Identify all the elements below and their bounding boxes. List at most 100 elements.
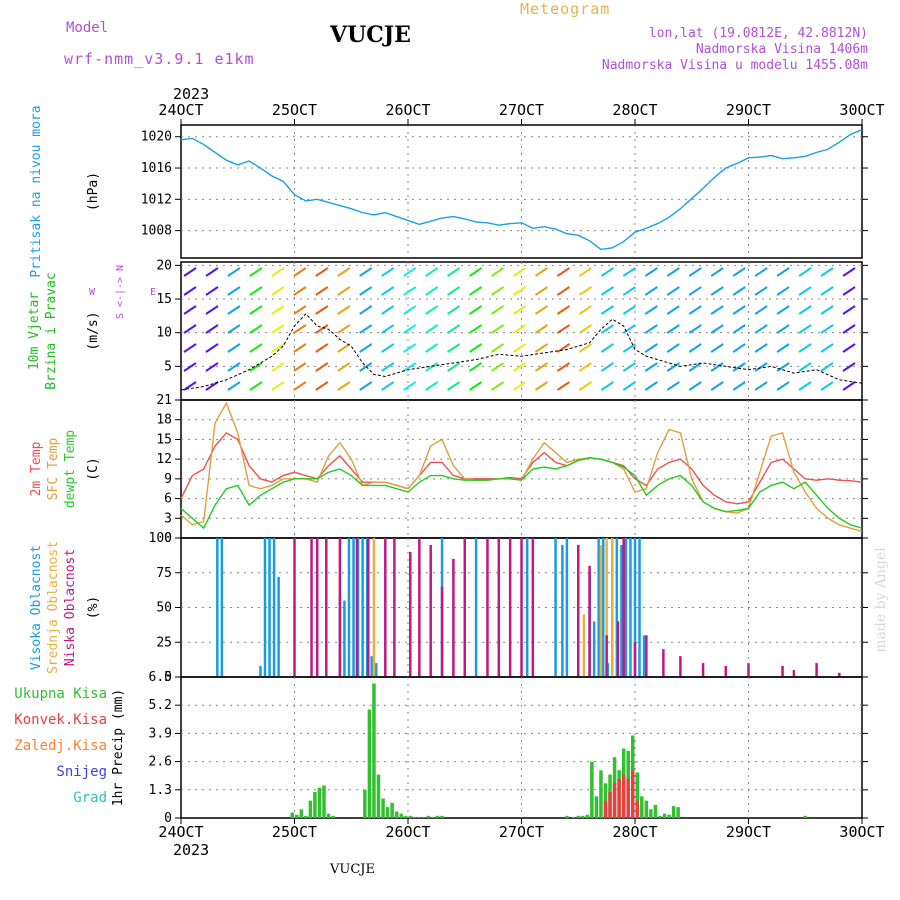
wind-barb	[688, 267, 702, 277]
wind-barb	[754, 381, 768, 391]
model-version: wrf-nmm_v3.9.1 e1km	[64, 50, 255, 68]
wind-barb	[622, 381, 636, 391]
precip-ytick-label: 0	[164, 811, 172, 826]
precip-bar	[581, 815, 585, 818]
wind-barb	[842, 343, 856, 353]
wind-barb	[556, 381, 571, 391]
wind-barb	[227, 381, 241, 391]
wind-barb	[776, 381, 790, 391]
wind-barb	[622, 286, 636, 296]
clouds-bar	[554, 538, 557, 677]
wind-barb	[271, 286, 285, 296]
precip-bar	[326, 813, 331, 818]
wind-barb	[842, 381, 856, 391]
precip-ytick-label: 3.9	[149, 726, 172, 741]
wind-barb	[447, 305, 461, 315]
wind-ylabel: (m/s)	[86, 311, 101, 350]
clouds-bar	[474, 538, 478, 677]
wind-barb	[469, 305, 483, 315]
clouds-bar	[838, 672, 841, 677]
bottom-date-label: 27OCT	[499, 823, 544, 841]
wind-side-label: Brzina i Pravac	[44, 272, 59, 389]
wind-barb	[271, 343, 285, 353]
precip-bar	[322, 785, 326, 818]
wind-barb	[293, 343, 307, 353]
wind-barb	[820, 381, 834, 391]
wind-barb	[381, 286, 395, 296]
wind-barb	[447, 286, 461, 296]
precip-bar	[435, 815, 440, 818]
wind-barb	[447, 381, 461, 391]
wind-barb	[622, 362, 636, 372]
wind-barb	[227, 267, 241, 277]
precip-bar	[662, 813, 667, 818]
wind-barb	[271, 324, 285, 334]
model-label: Model	[66, 20, 109, 36]
wind-barb	[578, 343, 592, 353]
clouds-bar	[452, 558, 455, 677]
wind-ytick-label: 10	[156, 326, 172, 341]
clouds-bar	[679, 656, 682, 677]
precip-bar	[612, 783, 617, 818]
wind-barb	[754, 305, 768, 315]
wind-barb	[600, 362, 614, 372]
wind-barb	[512, 267, 527, 277]
wind-barb	[469, 286, 483, 296]
precip-bar	[594, 796, 599, 818]
wind-barb	[469, 324, 483, 334]
wind-legend-symbol: <-|->	[115, 277, 126, 307]
precip-bar	[381, 798, 385, 818]
precip-bar	[626, 778, 630, 818]
wind-barb	[293, 267, 307, 277]
wind-barb	[425, 324, 439, 334]
wind-barb	[490, 381, 505, 391]
wind-barb	[622, 305, 636, 315]
precip-bar	[599, 770, 603, 818]
wind-barb	[359, 343, 373, 353]
wind-barb	[183, 267, 197, 277]
wind-barb	[249, 343, 263, 353]
wind-barb	[666, 381, 680, 391]
wind-barb	[798, 267, 812, 277]
wind-barb	[337, 324, 351, 334]
wind-barb	[469, 362, 483, 372]
wind-barb	[403, 286, 417, 296]
wind-barb	[776, 267, 790, 277]
temperature-side-label: 2m Temp	[29, 441, 44, 496]
top-date-label: 24OCT	[158, 101, 203, 119]
precip-legend-label: Grad	[73, 790, 107, 806]
wind-barb	[249, 324, 263, 334]
wind-barb	[425, 305, 439, 315]
clouds-bar	[393, 538, 396, 677]
wind-barb	[425, 267, 439, 277]
clouds-panel	[175, 537, 868, 678]
wind-barb	[644, 324, 658, 334]
wind-barb	[512, 362, 527, 372]
wind-barb	[337, 381, 351, 391]
clouds-bar	[611, 538, 614, 677]
precip-bar	[803, 815, 807, 818]
clouds-bar	[352, 538, 355, 677]
precip-bar	[376, 774, 381, 818]
clouds-bar	[724, 665, 728, 677]
wind-barb	[490, 343, 505, 353]
clouds-bar	[372, 538, 376, 677]
wind-barb	[644, 305, 658, 315]
precip-bar	[565, 815, 569, 818]
wind-barb	[732, 381, 746, 391]
wind-barb	[381, 362, 395, 372]
wind-barb	[249, 267, 263, 277]
top-date-label: 29OCT	[726, 101, 771, 119]
pressure-series-0	[180, 129, 863, 251]
bottom-date-label: 30OCT	[839, 823, 884, 841]
wind-barb	[337, 343, 351, 353]
wind-barb	[447, 324, 461, 334]
precip-bar	[290, 812, 294, 818]
wind-barb	[249, 286, 263, 296]
precip-bar	[649, 809, 653, 818]
wind-barb	[293, 286, 307, 296]
wind-barb	[293, 305, 307, 315]
wind-barb	[337, 267, 351, 277]
wind-barb	[688, 286, 702, 296]
clouds-bar	[599, 544, 603, 677]
